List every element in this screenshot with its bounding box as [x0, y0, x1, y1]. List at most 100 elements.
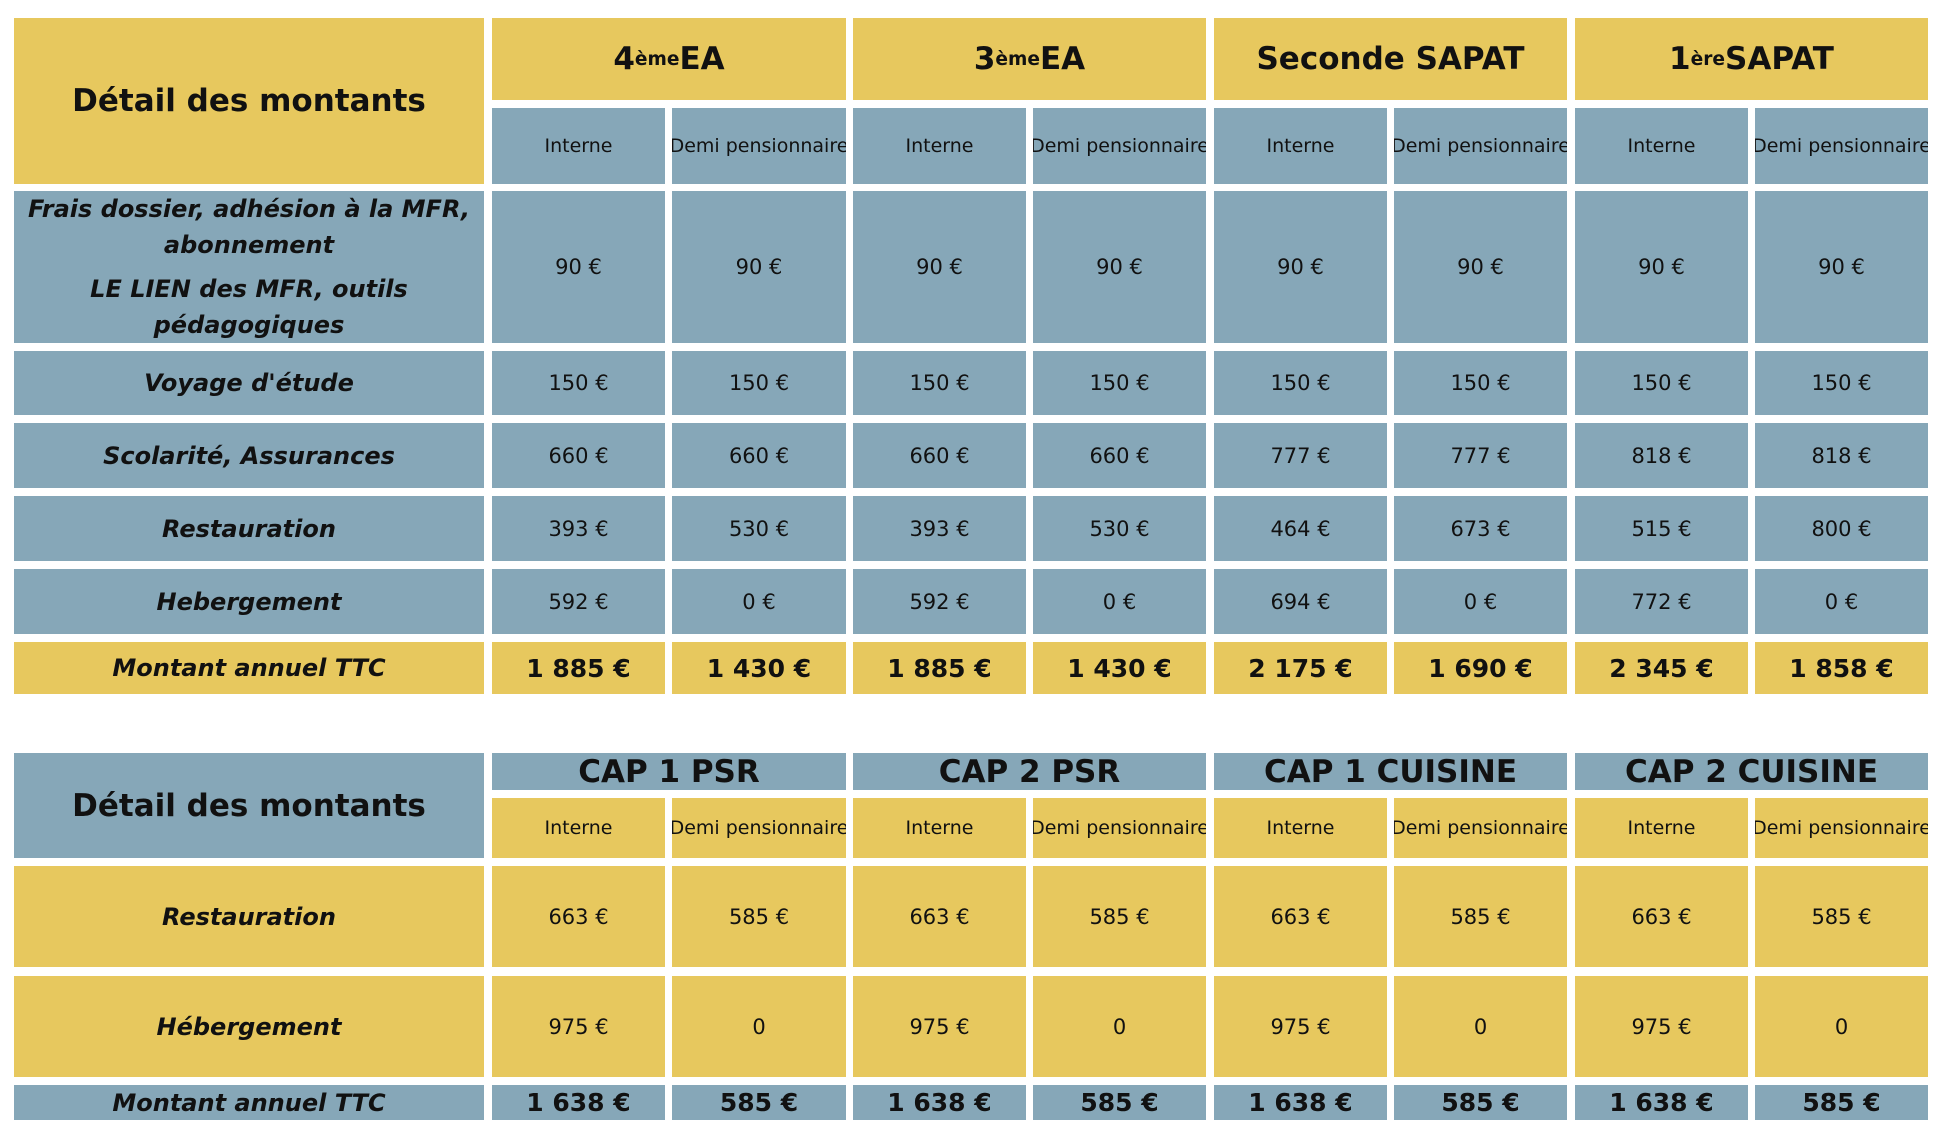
table1-value-cell: 90 €: [1394, 191, 1567, 343]
table1-value-cell: 592 €: [853, 569, 1026, 634]
table1-value-cell: 592 €: [492, 569, 665, 634]
table1-group-header: 1 ère SAPAT: [1575, 18, 1928, 100]
group-header-suffix: EA: [679, 41, 725, 77]
group-header-superscript: ème: [634, 48, 680, 70]
table1-value-cell: 150 €: [1214, 351, 1387, 415]
table2-total-cell: 1 638 €: [492, 1085, 665, 1120]
table1-subheader: Demi pensionnaire: [1755, 108, 1928, 184]
table1-total-cell: 2 345 €: [1575, 642, 1748, 694]
table1-value-cell: 150 €: [1033, 351, 1206, 415]
table2-total-cell: 585 €: [1033, 1085, 1206, 1120]
group-header-main: 1: [1669, 41, 1691, 77]
table2-group-header: CAP 1 CUISINE: [1214, 753, 1567, 790]
table1-total-cell: 1 430 €: [672, 642, 846, 694]
row-label-line: Voyage d'étude: [144, 369, 354, 397]
table2-value-cell: 0: [1033, 976, 1206, 1077]
group-header-main: 4: [613, 41, 635, 77]
table2-total-cell: 1 638 €: [1214, 1085, 1387, 1120]
table1-value-cell: 660 €: [672, 423, 846, 488]
table2-subheader: Demi pensionnaire: [1755, 798, 1928, 858]
table1-value-cell: 660 €: [492, 423, 665, 488]
table2-corner-label: Détail des montants: [14, 753, 484, 858]
group-header-main: Seconde SAPAT: [1256, 41, 1525, 77]
group-header-superscript: ème: [995, 48, 1040, 70]
table1-value-cell: 393 €: [853, 496, 1026, 561]
table2-value-cell: 663 €: [1575, 866, 1748, 967]
table2-value-cell: 0: [1394, 976, 1567, 1077]
table1-value-cell: 777 €: [1394, 423, 1567, 488]
table1-value-cell: 90 €: [1755, 191, 1928, 343]
table2-value-cell: 0: [672, 976, 846, 1077]
table1-value-cell: 90 €: [492, 191, 665, 343]
table1-value-cell: 818 €: [1755, 423, 1928, 488]
table1-value-cell: 150 €: [1575, 351, 1748, 415]
table1-value-cell: 530 €: [672, 496, 846, 561]
table2-subheader: Demi pensionnaire: [1394, 798, 1567, 858]
row-label-line: LE LIEN des MFR, outils pédagogiques: [90, 275, 408, 339]
table1-value-cell: 464 €: [1214, 496, 1387, 561]
table2-subheader: Demi pensionnaire: [672, 798, 846, 858]
table2-value-cell: 975 €: [1214, 976, 1387, 1077]
table2-value-cell: 975 €: [1575, 976, 1748, 1077]
table1-value-cell: 393 €: [492, 496, 665, 561]
table1-subheader: Interne: [1575, 108, 1748, 184]
row-label-line: Scolarité, Assurances: [103, 441, 395, 470]
table1-value-cell: 777 €: [1214, 423, 1387, 488]
group-header-suffix: SAPAT: [1725, 41, 1834, 77]
row-label-line: Restauration: [162, 514, 336, 543]
group-header-superscript: ère: [1690, 48, 1726, 70]
table1-total-cell: 1 885 €: [492, 642, 665, 694]
table2-value-cell: 585 €: [672, 866, 846, 967]
table1-subheader: Interne: [1214, 108, 1387, 184]
table1-value-cell: 530 €: [1033, 496, 1206, 561]
table2-subheader: Interne: [853, 798, 1026, 858]
table1-value-cell: 0 €: [1755, 569, 1928, 634]
table2-subheader: Interne: [492, 798, 665, 858]
table2-value-cell: 663 €: [853, 866, 1026, 967]
table1-row-label: Restauration: [14, 496, 484, 561]
table1-value-cell: 694 €: [1214, 569, 1387, 634]
table2-total-cell: 585 €: [1394, 1085, 1567, 1120]
table1-value-cell: 90 €: [1033, 191, 1206, 343]
table1-subheader: Interne: [492, 108, 665, 184]
table1-value-cell: 0 €: [1394, 569, 1567, 634]
table2-subheader: Interne: [1214, 798, 1387, 858]
table2-value-cell: 975 €: [492, 976, 665, 1077]
table1-value-cell: 150 €: [492, 351, 665, 415]
row-label-line: Hebergement: [156, 587, 342, 616]
table1-subheader: Interne: [853, 108, 1026, 184]
table1-group-header: Seconde SAPAT: [1214, 18, 1567, 100]
table2-group-header: CAP 2 CUISINE: [1575, 753, 1928, 790]
table2-row-label: Restauration: [14, 866, 484, 967]
table1-value-cell: 150 €: [1755, 351, 1928, 415]
table2-value-cell: 585 €: [1394, 866, 1567, 967]
table2-value-cell: 0: [1755, 976, 1928, 1077]
table1-value-cell: 90 €: [853, 191, 1026, 343]
table1-value-cell: 90 €: [1214, 191, 1387, 343]
table1-value-cell: 90 €: [1575, 191, 1748, 343]
table1-total-cell: 2 175 €: [1214, 642, 1387, 694]
row-label-line: abonnement: [163, 231, 335, 259]
table1-value-cell: 150 €: [672, 351, 846, 415]
table1-value-cell: 150 €: [1394, 351, 1567, 415]
table1-subheader: Demi pensionnaire: [1394, 108, 1567, 184]
table2-group-header: CAP 2 PSR: [853, 753, 1206, 790]
table1-corner-label: Détail des montants: [14, 18, 484, 184]
table2-value-cell: 975 €: [853, 976, 1026, 1077]
table1-group-header: 3 ème EA: [853, 18, 1206, 100]
table1-value-cell: 660 €: [1033, 423, 1206, 488]
table1-total-label: Montant annuel TTC: [14, 642, 484, 694]
table2-subheader: Demi pensionnaire: [1033, 798, 1206, 858]
table1-value-cell: 150 €: [853, 351, 1026, 415]
table1-total-cell: 1 858 €: [1755, 642, 1928, 694]
table1-value-cell: 515 €: [1575, 496, 1748, 561]
table1-value-cell: 0 €: [1033, 569, 1206, 634]
table2-value-cell: 585 €: [1755, 866, 1928, 967]
row-label-line: Frais dossier, adhésion à la MFR,: [27, 195, 470, 223]
table2-subheader: Interne: [1575, 798, 1748, 858]
table1-value-cell: 673 €: [1394, 496, 1567, 561]
table1-total-cell: 1 430 €: [1033, 642, 1206, 694]
table1-subheader: Demi pensionnaire: [672, 108, 846, 184]
table2-value-cell: 663 €: [1214, 866, 1387, 967]
